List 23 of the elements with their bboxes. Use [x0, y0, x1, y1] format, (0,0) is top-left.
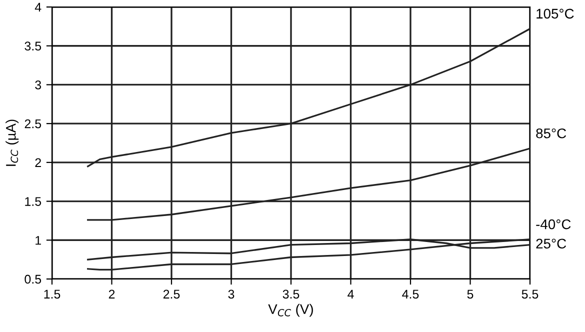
y-tick-label: 3	[35, 80, 42, 90]
y-tick-label: 1	[36, 236, 41, 245]
y-tick-label: 2	[35, 158, 41, 167]
x-tick-label: 1.5	[44, 290, 60, 299]
x-tick-label: 4	[348, 290, 354, 298]
x-tick-label: 3.5	[282, 290, 300, 299]
series-label: 25°C	[536, 238, 566, 249]
series-label: -40°C	[536, 219, 571, 230]
x-tick-label: 3	[228, 290, 234, 299]
y-tick-label: 0.5	[24, 274, 42, 284]
y-tick-label: 2.5	[24, 119, 42, 128]
x-tick-label: 5.5	[522, 290, 538, 299]
x-tick-label: 2.5	[163, 290, 180, 299]
y-tick-label: 1.5	[25, 197, 42, 206]
x-axis-title: V$_{CC}$ (V)	[268, 304, 313, 317]
y-axis-title: I$_{CC}$ (µA)	[6, 120, 19, 166]
x-tick-label: 2	[108, 290, 115, 298]
series-label: 105°C	[536, 8, 574, 19]
x-tick-label: 4.5	[402, 290, 419, 299]
y-tick-label: 4	[34, 2, 42, 12]
x-tick-label: 5	[467, 290, 474, 299]
y-tick-label: 3.5	[24, 42, 42, 51]
series-label: 85°C	[536, 128, 566, 138]
